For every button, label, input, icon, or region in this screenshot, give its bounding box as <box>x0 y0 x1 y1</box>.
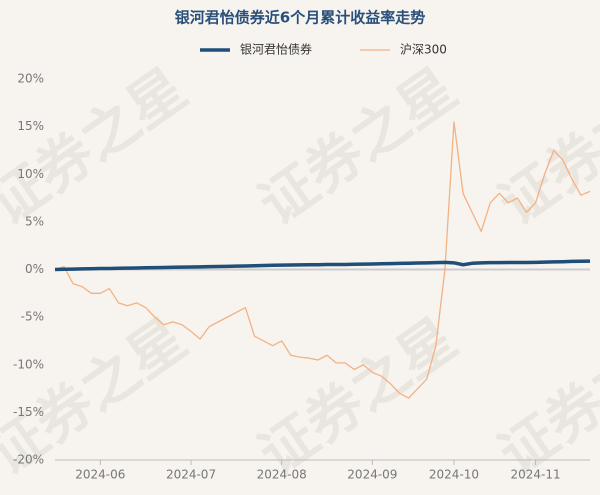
legend-label: 银河君怡债券 <box>240 42 312 57</box>
x-tick-label: 2024-10 <box>429 468 479 482</box>
y-tick-label: 10% <box>17 167 44 181</box>
x-tick-label: 2024-09 <box>347 468 397 482</box>
chart-title: 银河君怡债券近6个月累计收益率走势 <box>175 9 425 27</box>
y-tick-label: -20% <box>13 453 44 467</box>
y-tick-label: 20% <box>17 72 44 86</box>
series-line <box>54 121 591 399</box>
x-tick-label: 2024-07 <box>166 468 216 482</box>
series-line <box>54 259 591 272</box>
x-tick-label: 2024-11 <box>511 468 561 482</box>
y-tick-label: 5% <box>25 214 44 228</box>
x-tick-label: 2024-06 <box>75 468 125 482</box>
x-tick-label: 2024-08 <box>257 468 307 482</box>
watermark: 证券之星 <box>248 306 469 488</box>
y-tick-label: -5% <box>21 310 44 324</box>
y-tick-label: -15% <box>13 405 44 419</box>
y-tick-label: -10% <box>13 357 44 371</box>
watermark: 证券之星 <box>488 56 600 238</box>
y-tick-label: 15% <box>17 119 44 133</box>
watermark: 证券之星 <box>488 306 600 488</box>
watermark: 证券之星 <box>248 56 469 238</box>
legend-label: 沪深300 <box>400 43 447 57</box>
y-tick-label: 0% <box>25 262 44 276</box>
